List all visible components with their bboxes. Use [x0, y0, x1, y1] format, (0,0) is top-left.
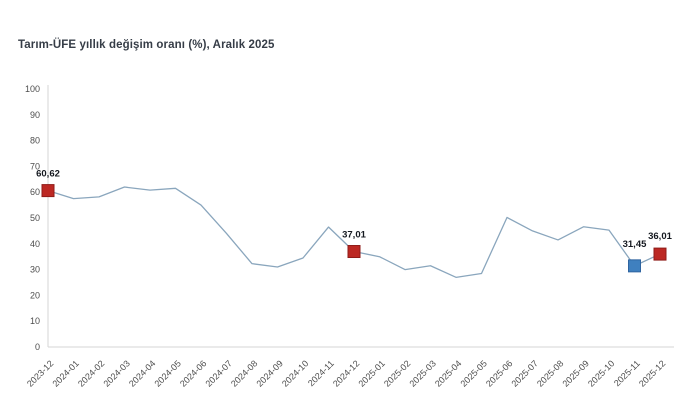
y-tick-label: 80 — [30, 136, 40, 146]
x-tick-label: 2024-07 — [203, 358, 233, 388]
x-tick-label: 2025-05 — [458, 358, 488, 388]
marker-2023-12 — [41, 184, 55, 198]
x-tick-label: 2025-12 — [637, 358, 667, 388]
y-tick-label: 90 — [30, 110, 40, 120]
x-tick-label: 2025-08 — [535, 358, 565, 388]
x-tick-label: 2024-05 — [152, 358, 182, 388]
x-tick-label: 2024-10 — [280, 358, 310, 388]
x-tick-label: 2025-09 — [560, 358, 590, 388]
point-value-label-2025-11: 31,45 — [623, 239, 647, 250]
y-tick-label: 10 — [30, 316, 40, 326]
point-value-label-2024-12: 37,01 — [342, 230, 366, 241]
x-tick-label: 2024-03 — [101, 358, 131, 388]
x-tick-label: 2025-04 — [433, 358, 463, 388]
y-tick-label: 0 — [35, 342, 40, 352]
x-tick-label: 2025-03 — [407, 358, 437, 388]
point-value-label-2023-12: 60,62 — [36, 169, 60, 180]
y-tick-label: 40 — [30, 239, 40, 249]
x-tick-label: 2025-06 — [484, 358, 514, 388]
point-value-label-2025-12: 36,01 — [648, 231, 672, 242]
y-tick-label: 60 — [30, 187, 40, 197]
x-tick-label: 2024-04 — [127, 358, 157, 388]
x-tick-label: 2025-07 — [509, 358, 539, 388]
x-tick-label: 2025-01 — [356, 358, 386, 388]
x-tick-label: 2024-08 — [229, 358, 259, 388]
y-tick-label: 30 — [30, 265, 40, 275]
chart-title: Tarım-ÜFE yıllık değişim oranı (%), Aral… — [18, 39, 275, 51]
y-tick-label: 100 — [25, 84, 40, 94]
marker-2025-11 — [628, 259, 641, 273]
x-tick-label: 2023-12 — [25, 358, 55, 388]
y-tick-label: 50 — [30, 213, 40, 223]
marker-2024-12 — [347, 245, 361, 259]
x-tick-label: 2025-10 — [586, 358, 616, 388]
y-tick-label: 70 — [30, 161, 40, 171]
x-tick-label: 2025-11 — [612, 358, 642, 388]
x-tick-label: 2024-02 — [76, 358, 106, 388]
x-tick-label: 2024-01 — [50, 358, 80, 388]
x-tick-label: 2024-12 — [331, 358, 361, 388]
x-tick-label: 2024-06 — [178, 358, 208, 388]
x-tick-label: 2025-02 — [382, 358, 412, 388]
marker-2025-12 — [653, 247, 667, 261]
x-tick-label: 2024-11 — [306, 358, 336, 388]
x-tick-label: 2024-09 — [254, 358, 284, 388]
y-tick-label: 20 — [30, 290, 40, 300]
